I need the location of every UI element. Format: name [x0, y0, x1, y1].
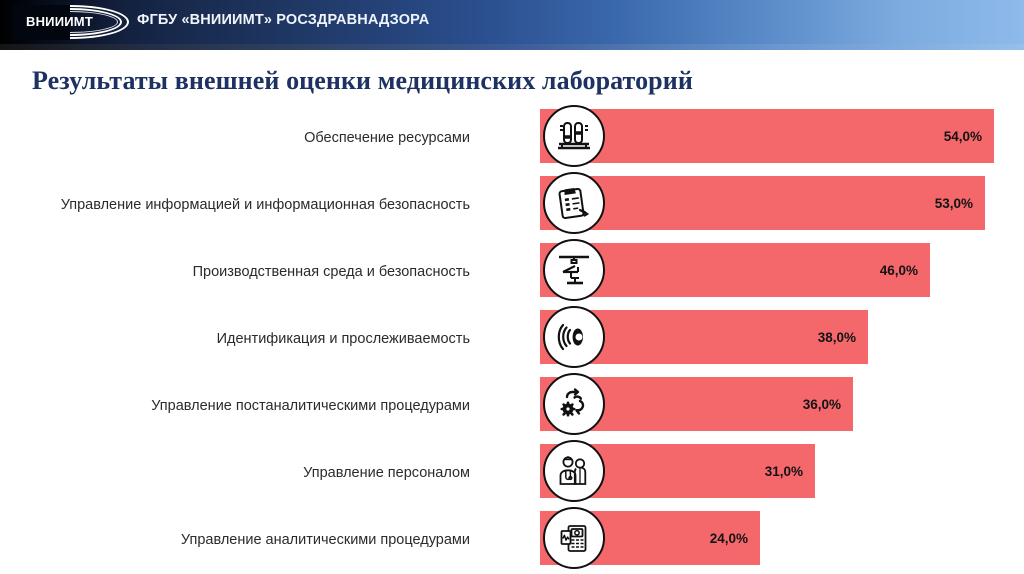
bar-value-label: 24,0%	[709, 530, 748, 546]
category-label: Идентификация и прослеживаемость	[216, 330, 470, 347]
category-label: Управление информацией и информационная …	[60, 196, 470, 213]
category-label: Управление аналитическими процедурами	[180, 531, 470, 548]
category-label: Производственная среда и безопасность	[192, 263, 470, 280]
chart-row: Идентификация и прослеживаемость 38,0%	[0, 305, 1024, 372]
bar-value-label: 38,0%	[817, 329, 856, 345]
test-tubes-rack-icon	[543, 105, 605, 167]
bar-value-label: 46,0%	[879, 262, 918, 278]
chart-row: Управление аналитическими процедурами 24,…	[0, 506, 1024, 573]
category-label: Обеспечение ресурсами	[304, 129, 470, 146]
chart-row: Обеспечение ресурсами 54,0%	[0, 104, 1024, 171]
bar: 53,0%	[540, 176, 985, 230]
bar-value-label: 53,0%	[934, 195, 973, 211]
header-bottom-strip	[0, 44, 1024, 50]
bar-value-label: 54,0%	[943, 128, 982, 144]
process-gear-arrows-icon	[543, 373, 605, 435]
category-label: Управление постаналитическими процедурам…	[151, 397, 470, 414]
bar-value-label: 36,0%	[802, 396, 841, 412]
chart-row: Управление персоналом 31,0%	[0, 439, 1024, 506]
lab-analyzer-icon	[543, 507, 605, 569]
vniiimt-logo: ВНИИИМТ	[12, 5, 132, 40]
examination-chair-icon	[543, 239, 605, 301]
chart-row: Управление постаналитическими процедурам…	[0, 372, 1024, 439]
chart-row: Производственная среда и безопасность 46,…	[0, 238, 1024, 305]
category-label: Управление персоналом	[303, 464, 470, 481]
logo-text: ВНИИИМТ	[26, 14, 93, 29]
bar-value-label: 31,0%	[764, 463, 803, 479]
medical-staff-icon	[543, 440, 605, 502]
organization-title: ФГБУ «ВНИИИМТ» РОСЗДРАВНАДЗОРА	[137, 12, 430, 28]
signal-tracking-icon	[543, 306, 605, 368]
bar: 46,0%	[540, 243, 930, 297]
logo-mask	[12, 5, 70, 40]
bar: 54,0%	[540, 109, 994, 163]
clipboard-checklist-icon	[543, 172, 605, 234]
page-title: Результаты внешней оценки медицинских ла…	[32, 66, 693, 95]
horizontal-bar-chart: Обеспечение ресурсами 54,0% Управление ин…	[0, 104, 1024, 574]
site-header: ВНИИИМТ ФГБУ «ВНИИИМТ» РОСЗДРАВНАДЗОРА	[0, 0, 1024, 44]
chart-row: Управление информацией и информационная …	[0, 171, 1024, 238]
